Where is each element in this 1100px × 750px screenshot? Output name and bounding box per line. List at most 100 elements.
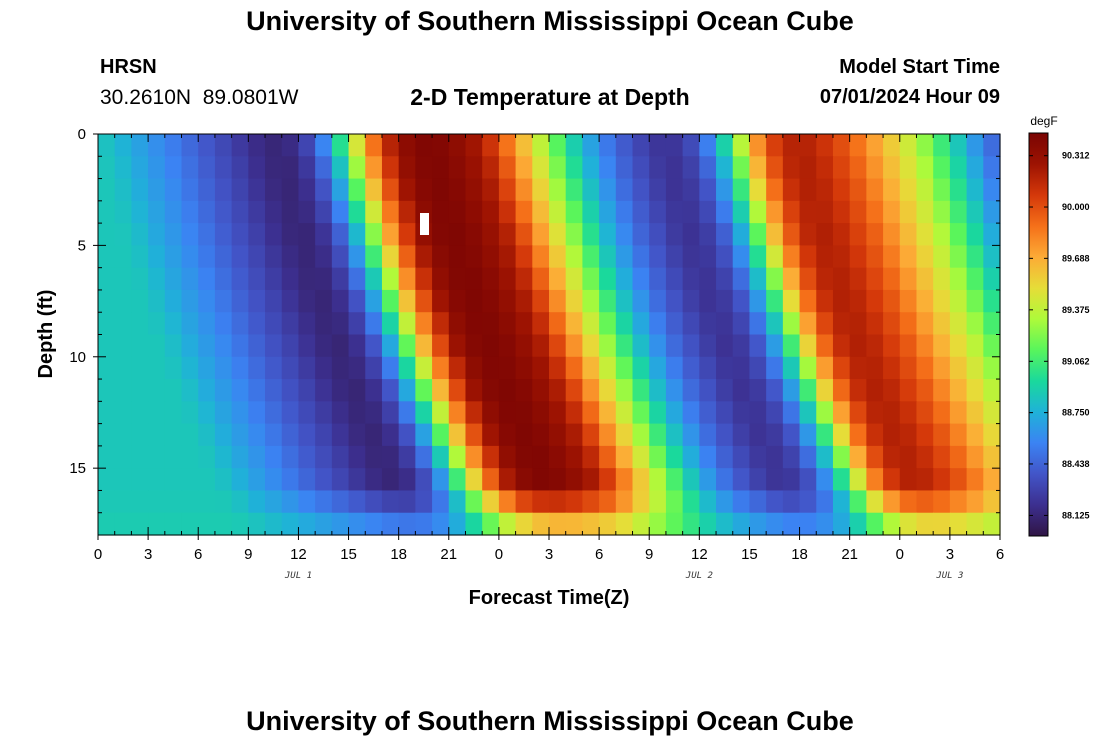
heatmap-cell bbox=[381, 445, 400, 469]
heatmap-cell bbox=[732, 490, 751, 514]
heatmap-cell bbox=[716, 312, 734, 336]
heatmap-cell bbox=[465, 200, 483, 224]
heatmap-cell bbox=[949, 289, 968, 313]
heatmap-cell bbox=[949, 468, 968, 492]
heatmap-cell bbox=[549, 134, 567, 157]
heatmap-cell bbox=[649, 178, 667, 202]
heatmap-cell bbox=[181, 200, 199, 224]
heatmap-cell bbox=[448, 445, 467, 469]
heatmap-cell bbox=[348, 490, 366, 514]
heatmap-cell bbox=[198, 356, 216, 380]
heatmap-cell bbox=[381, 134, 400, 157]
heatmap-cell bbox=[432, 134, 450, 157]
heatmap-cell bbox=[782, 134, 801, 157]
heatmap-cell bbox=[682, 267, 700, 291]
heatmap-cell bbox=[632, 178, 650, 202]
heatmap-cell bbox=[181, 156, 199, 180]
heatmap-cell bbox=[498, 200, 517, 224]
heatmap-cell bbox=[148, 445, 166, 469]
heatmap-cell bbox=[532, 490, 550, 514]
heatmap-cell bbox=[164, 445, 183, 469]
heatmap-cell bbox=[649, 223, 667, 246]
heatmap-cell bbox=[665, 356, 684, 380]
heatmap-cell bbox=[131, 445, 149, 469]
heatmap-cell bbox=[98, 356, 116, 380]
heatmap-cell bbox=[849, 356, 867, 380]
heatmap-cell bbox=[381, 468, 400, 492]
heatmap-cell bbox=[883, 401, 901, 425]
heatmap-cell bbox=[365, 223, 383, 246]
heatmap-cell bbox=[582, 289, 600, 313]
heatmap-cell bbox=[532, 223, 550, 246]
colorbar: 90.312 90.000 89.688 89.375 89.062 88.750 88.4… bbox=[1028, 132, 1090, 537]
heatmap-cell bbox=[214, 200, 233, 224]
heatmap-cell bbox=[298, 245, 316, 269]
heatmap-cell bbox=[498, 512, 517, 536]
heatmap-cell bbox=[98, 445, 116, 469]
heatmap-cell bbox=[682, 401, 700, 425]
heatmap-cell bbox=[816, 356, 834, 380]
heatmap-cell bbox=[265, 423, 283, 447]
heatmap-cell bbox=[482, 289, 500, 313]
heatmap-cell bbox=[799, 156, 817, 180]
heatmap-cell bbox=[549, 401, 567, 425]
heatmap-cell bbox=[816, 423, 834, 447]
heatmap-cell bbox=[632, 134, 650, 157]
heatmap-cell bbox=[665, 334, 684, 358]
heatmap-cell bbox=[515, 267, 533, 291]
heatmap-cell bbox=[599, 468, 617, 492]
heatmap-cell bbox=[565, 267, 583, 291]
heatmap-cell bbox=[632, 468, 650, 492]
heatmap-cell bbox=[265, 267, 283, 291]
heatmap-cell bbox=[281, 423, 300, 447]
heatmap-cell bbox=[498, 468, 517, 492]
heatmap-cell bbox=[933, 223, 951, 246]
heatmap-cell bbox=[498, 356, 517, 380]
heatmap-cell bbox=[98, 245, 116, 269]
heatmap-cell bbox=[599, 401, 617, 425]
heatmap-cell bbox=[899, 468, 918, 492]
heatmap-cell bbox=[799, 512, 817, 536]
heatmap-cell bbox=[766, 356, 784, 380]
heatmap-cell bbox=[615, 379, 634, 402]
heatmap-cell bbox=[949, 490, 968, 514]
heatmap-cell bbox=[164, 289, 183, 313]
heatmap-cell bbox=[565, 334, 583, 358]
heatmap-cell bbox=[465, 178, 483, 202]
heatmap-cell bbox=[148, 468, 166, 492]
heatmap-cell bbox=[231, 223, 249, 246]
heatmap-cell bbox=[565, 289, 583, 313]
heatmap-cell bbox=[331, 134, 350, 157]
heatmap-cell bbox=[365, 423, 383, 447]
heatmap-cell bbox=[649, 356, 667, 380]
heatmap-cell bbox=[883, 134, 901, 157]
heatmap-cell bbox=[448, 379, 467, 402]
heatmap-cell bbox=[682, 245, 700, 269]
heatmap-cell bbox=[114, 401, 132, 425]
heatmap-cell bbox=[465, 423, 483, 447]
heatmap-cell bbox=[782, 512, 801, 536]
heatmap-cell bbox=[682, 490, 700, 514]
heatmap-cell bbox=[799, 267, 817, 291]
heatmap-cell bbox=[816, 289, 834, 313]
heatmap-cell bbox=[331, 445, 350, 469]
heatmap-cell bbox=[883, 468, 901, 492]
heatmap-cell bbox=[515, 445, 533, 469]
heatmap-cell bbox=[98, 401, 116, 425]
heatmap-cell bbox=[716, 468, 734, 492]
heatmap-cell bbox=[532, 468, 550, 492]
x-tick-label: 6 bbox=[194, 546, 202, 563]
heatmap-cell bbox=[98, 490, 116, 514]
heatmap-cell bbox=[766, 512, 784, 536]
heatmap-cell bbox=[498, 245, 517, 269]
heatmap-cell bbox=[281, 200, 300, 224]
heatmap-cell bbox=[198, 512, 216, 536]
heatmap-cell bbox=[515, 245, 533, 269]
heatmap-cell bbox=[849, 223, 867, 246]
heatmap-cell bbox=[231, 512, 249, 536]
heatmap-cell bbox=[214, 178, 233, 202]
x-date-label: JUL 3 bbox=[935, 571, 963, 581]
x-tick-label: 3 bbox=[946, 546, 954, 563]
heatmap-cell bbox=[682, 134, 700, 157]
heatmap-cell bbox=[448, 223, 467, 246]
